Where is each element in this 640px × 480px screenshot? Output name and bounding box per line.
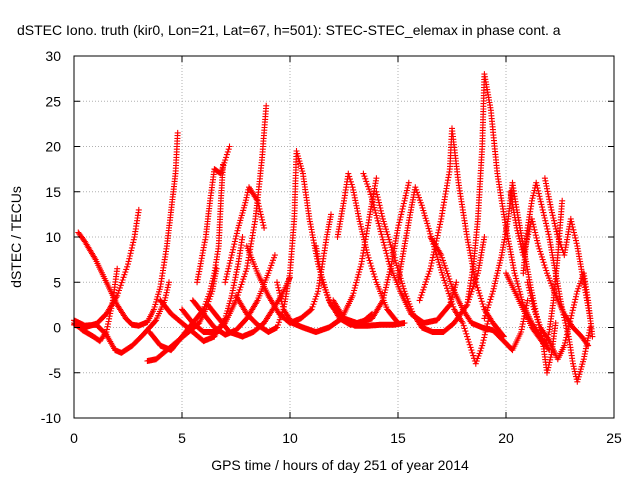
data-series xyxy=(71,265,121,345)
data-point-markers xyxy=(524,270,596,363)
y-tick-label: 20 xyxy=(45,139,61,155)
data-series xyxy=(416,125,507,340)
data-point-markers xyxy=(520,179,594,385)
data-series xyxy=(520,179,594,385)
y-tick-label: 30 xyxy=(45,48,61,64)
y-tick-label: -5 xyxy=(49,365,62,381)
data-point-markers xyxy=(464,71,553,354)
data-series xyxy=(146,161,226,354)
y-tick-label: 25 xyxy=(45,93,61,109)
data-series xyxy=(334,170,401,326)
data-point-markers xyxy=(334,170,401,326)
data-point-markers xyxy=(146,161,226,354)
chart-title: dSTEC Iono. truth (kir0, Lon=21, Lat=67,… xyxy=(17,22,561,38)
data-series xyxy=(464,71,553,354)
data-series xyxy=(541,175,594,322)
y-tick-label: 10 xyxy=(45,229,61,245)
y-tick-label: 15 xyxy=(45,184,61,200)
data-point-markers xyxy=(75,129,181,329)
data-points xyxy=(71,71,596,385)
data-point-markers xyxy=(222,184,268,286)
data-series xyxy=(427,234,531,354)
x-tick-label: 5 xyxy=(178,430,186,446)
data-series xyxy=(75,129,181,329)
x-tick-label: 15 xyxy=(390,430,406,446)
data-point-markers xyxy=(503,197,566,349)
x-tick-label: 20 xyxy=(498,430,514,446)
y-axis-label: dSTEC / TECUs xyxy=(8,186,24,288)
data-point-markers xyxy=(71,206,142,329)
y-tick-label: 5 xyxy=(53,274,61,290)
data-series xyxy=(507,188,592,349)
data-series xyxy=(194,143,233,286)
x-tick-label: 25 xyxy=(606,430,622,446)
x-tick-label: 10 xyxy=(282,430,298,446)
data-point-markers xyxy=(194,143,233,286)
data-series xyxy=(179,102,270,335)
data-point-markers xyxy=(179,102,270,335)
y-tick-label: 0 xyxy=(53,320,61,336)
data-point-markers xyxy=(427,234,531,354)
data-series xyxy=(222,184,268,286)
data-point-markers xyxy=(541,175,594,322)
x-axis-label: GPS time / hours of day 251 of year 2014 xyxy=(211,457,469,473)
data-series xyxy=(71,206,142,329)
data-point-markers xyxy=(507,188,592,349)
x-tick-label: 0 xyxy=(70,430,78,446)
data-point-markers xyxy=(71,265,121,345)
data-series xyxy=(524,270,596,363)
grid xyxy=(74,56,614,418)
axis-ticks: 0 5 10 15 20 25 -10 -5 0 5 10 15 20 25 30 xyxy=(41,48,622,446)
data-point-markers xyxy=(416,125,507,340)
data-series xyxy=(503,197,566,349)
y-tick-label: -10 xyxy=(41,410,61,426)
